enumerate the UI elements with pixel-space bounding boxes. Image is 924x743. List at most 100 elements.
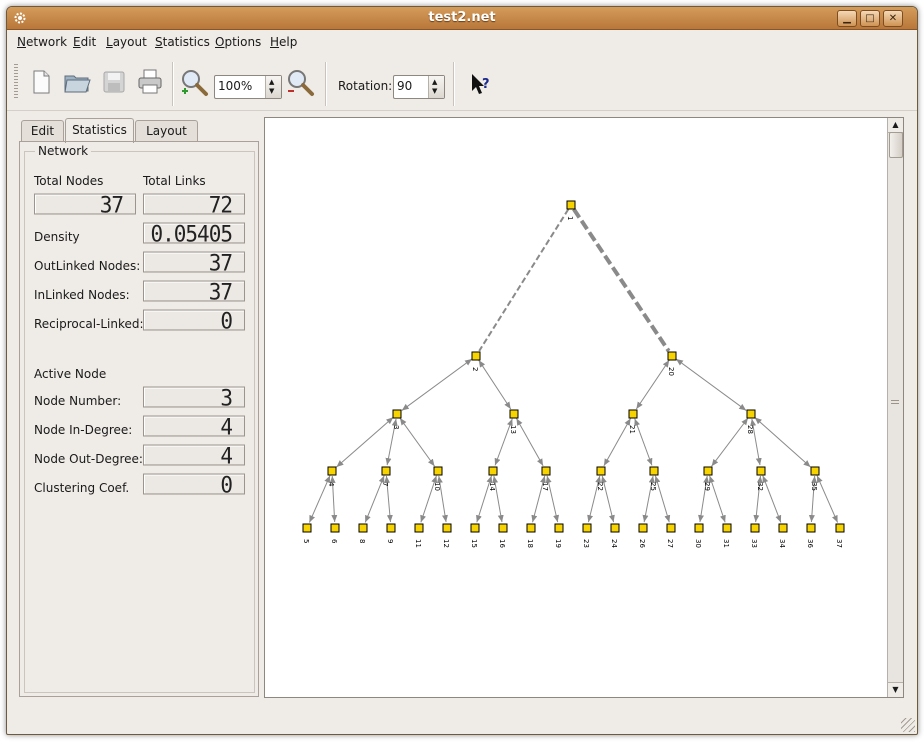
network-node[interactable] [330,523,340,533]
minimize-button[interactable]: ▁ [837,10,857,27]
network-node[interactable] [509,409,519,419]
network-edge[interactable] [478,359,512,410]
network-edge[interactable] [709,475,726,523]
network-node[interactable] [302,523,312,533]
network-edge[interactable] [762,475,782,523]
close-button[interactable]: ✕ [883,10,903,27]
menu-options[interactable]: Options [215,35,262,49]
network-edge[interactable] [654,475,671,523]
network-node[interactable] [666,523,676,533]
network-node[interactable] [835,523,845,533]
network-node[interactable] [327,466,337,476]
menu-layout[interactable]: Layout [106,35,147,49]
network-node[interactable] [638,523,648,533]
tab-statistics[interactable]: Statistics [65,118,134,143]
network-node[interactable] [392,409,402,419]
zoom-out-icon[interactable] [285,67,315,97]
network-node[interactable] [358,523,368,533]
network-node[interactable] [722,523,732,533]
network-edge[interactable] [753,475,761,523]
menu-network[interactable]: Network [17,35,68,49]
scroll-thumb[interactable] [889,132,903,158]
network-edge[interactable] [401,358,473,411]
network-edge[interactable] [385,418,397,466]
network-edge[interactable] [385,475,393,523]
rotation-spinbox[interactable]: ▲ ▼ [393,75,445,99]
network-edge[interactable] [364,475,385,523]
network-edge[interactable] [751,418,762,466]
network-edge[interactable] [642,475,654,523]
network-node[interactable] [526,523,536,533]
network-node[interactable] [470,523,480,533]
network-node[interactable] [667,351,677,361]
rotation-spin-arrows[interactable]: ▲ ▼ [428,76,444,98]
network-node[interactable] [541,466,551,476]
network-edge[interactable] [698,475,708,523]
network-node[interactable] [703,466,713,476]
zoom-select[interactable]: ▲ ▼ [214,75,282,99]
network-edge[interactable] [516,418,544,467]
network-edge[interactable] [494,418,513,466]
menu-edit[interactable]: Edit [73,35,97,49]
network-edge[interactable] [493,475,504,523]
zoom-spin-arrows[interactable]: ▲ ▼ [265,76,281,98]
maximize-button[interactable]: □ [860,10,880,27]
network-edge[interactable] [336,416,394,468]
network-node[interactable] [442,523,452,533]
network-node[interactable] [554,523,564,533]
network-node[interactable] [806,523,816,533]
network-node[interactable] [778,523,788,533]
network-node[interactable] [488,466,498,476]
rotation-input[interactable] [397,78,425,94]
network-node[interactable] [694,523,704,533]
network-node[interactable] [566,200,576,210]
network-edge[interactable] [808,475,816,523]
tab-edit[interactable]: Edit [21,120,64,142]
new-file-icon[interactable] [25,67,55,97]
network-edge[interactable] [711,417,749,467]
network-edge[interactable] [420,475,437,523]
network-edge[interactable] [587,475,601,523]
network-node[interactable] [498,523,508,533]
vertical-scrollbar[interactable]: ▲ ▼ [887,118,903,697]
zoom-input[interactable] [218,78,254,94]
open-folder-icon[interactable] [62,67,92,97]
network-edge[interactable] [531,475,546,523]
network-node[interactable] [596,466,606,476]
network-edge[interactable] [438,475,448,523]
network-edge[interactable] [546,475,560,523]
network-node[interactable] [756,466,766,476]
title-bar[interactable]: test2.net ▁ □ ✕ [7,7,917,30]
network-node[interactable] [471,351,481,361]
network-edge[interactable] [572,208,671,353]
network-edge[interactable] [399,417,435,467]
toolbar-grip[interactable] [14,64,18,100]
network-edge[interactable] [331,475,338,523]
network-canvas[interactable]: 1 2 3 4 5 6 7 8 9 10 11 12 13 14 15 16 17 18 19 20 21 22 23 24 2… [264,117,904,698]
network-edge[interactable] [754,416,811,468]
network-node[interactable] [750,523,760,533]
tab-layout[interactable]: Layout [135,120,198,142]
network-edge[interactable] [601,475,615,523]
network-node[interactable] [582,523,592,533]
network-node[interactable] [628,409,638,419]
network-edge[interactable] [675,358,747,411]
network-node[interactable] [746,409,756,419]
print-icon[interactable] [135,67,165,97]
scroll-up-button[interactable]: ▲ [888,118,903,133]
network-edge[interactable] [308,475,331,523]
network-edge[interactable] [476,475,492,523]
menu-statistics[interactable]: Statistics [155,35,210,49]
network-node[interactable] [649,466,659,476]
zoom-in-icon[interactable] [179,67,209,97]
network-node[interactable] [414,523,424,533]
network-edge[interactable] [635,359,670,410]
network-edge[interactable] [816,475,839,523]
scroll-down-button[interactable]: ▼ [888,682,903,697]
save-icon[interactable] [99,67,129,97]
network-edge[interactable] [478,208,570,352]
network-node[interactable] [433,466,443,476]
menu-help[interactable]: Help [270,35,298,49]
window-resize-grip[interactable] [901,718,915,732]
